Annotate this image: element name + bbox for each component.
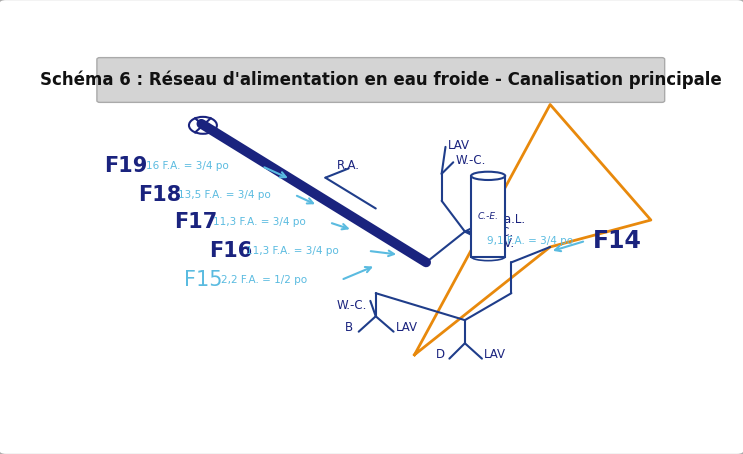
Text: LAV: LAV	[448, 139, 470, 152]
Text: 16 F.A. = 3/4 po: 16 F.A. = 3/4 po	[146, 161, 228, 171]
Ellipse shape	[471, 172, 505, 180]
Text: 11,3 F.A. = 3/4 po: 11,3 F.A. = 3/4 po	[213, 217, 306, 227]
Text: 9,1 F.A. = 3/4 po: 9,1 F.A. = 3/4 po	[487, 236, 573, 246]
Text: É.C.: É.C.	[491, 226, 514, 239]
Text: 13,5 F.A. = 3/4 po: 13,5 F.A. = 3/4 po	[178, 190, 271, 200]
Text: M.a.L.: M.a.L.	[491, 213, 526, 226]
Text: LAV: LAV	[396, 321, 418, 334]
Text: F18: F18	[137, 185, 181, 205]
Text: 2,2 F.A. = 1/2 po: 2,2 F.A. = 1/2 po	[221, 275, 307, 285]
Text: LAV: LAV	[484, 348, 506, 361]
FancyBboxPatch shape	[97, 58, 665, 102]
Text: F17: F17	[175, 212, 218, 232]
Text: D: D	[435, 348, 445, 361]
Text: W.-C.: W.-C.	[337, 299, 367, 312]
Text: F16: F16	[209, 241, 253, 261]
Text: L.-V.: L.-V.	[491, 237, 516, 251]
Ellipse shape	[471, 252, 505, 261]
Text: W.-C.: W.-C.	[455, 154, 486, 167]
Text: F19: F19	[105, 156, 148, 176]
Bar	[471, 176, 505, 257]
Text: R.A.: R.A.	[337, 159, 360, 172]
Text: B: B	[345, 321, 353, 334]
Text: F14: F14	[593, 229, 642, 253]
Text: F15: F15	[184, 270, 222, 290]
Text: C.-E.: C.-E.	[478, 212, 499, 221]
Text: Schéma 6 : Réseau d'alimentation en eau froide - Canalisation principale: Schéma 6 : Réseau d'alimentation en eau …	[40, 71, 721, 89]
Text: 11,3 F.A. = 3/4 po: 11,3 F.A. = 3/4 po	[247, 246, 339, 256]
